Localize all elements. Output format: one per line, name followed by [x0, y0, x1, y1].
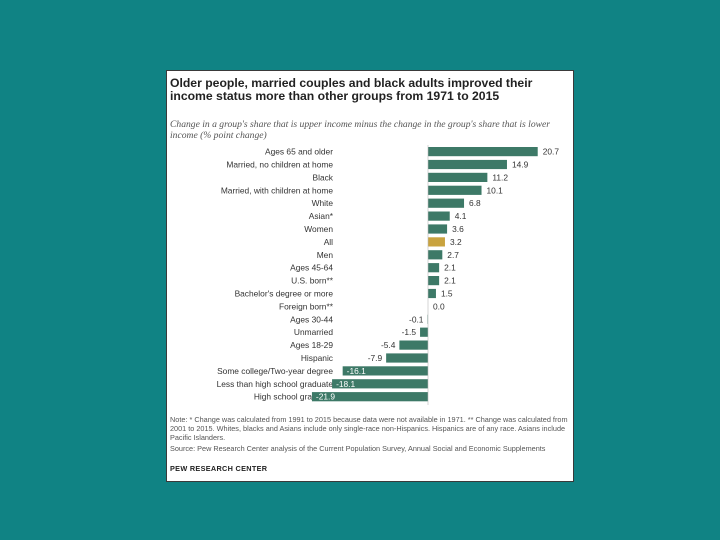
bar — [332, 379, 428, 389]
category-label: All — [324, 237, 333, 247]
bar-chart: Ages 65 and older 20.7 Married, no childre… — [217, 145, 560, 405]
category-label: Ages 65 and older — [265, 147, 333, 157]
value-label: -18.1 — [336, 379, 355, 389]
value-label: 6.8 — [469, 198, 481, 208]
value-label: 4.1 — [455, 211, 467, 221]
value-label: -16.1 — [347, 366, 366, 376]
bar — [428, 172, 488, 182]
category-label: Ages 30-44 — [290, 314, 333, 324]
value-label: 2.7 — [447, 250, 459, 260]
bar — [428, 211, 450, 221]
category-label: Married, with children at home — [221, 185, 334, 195]
value-label: 2.1 — [444, 263, 456, 273]
value-label: 3.2 — [450, 237, 462, 247]
bar — [428, 237, 445, 247]
bar — [342, 366, 428, 376]
value-label: 2.1 — [444, 276, 456, 286]
value-label: 20.7 — [543, 147, 560, 157]
category-label: White — [312, 198, 334, 208]
value-label: -21.9 — [316, 392, 335, 402]
category-label: Unmarried — [294, 327, 333, 337]
value-label: -7.9 — [368, 353, 383, 363]
value-label: 3.6 — [452, 224, 464, 234]
category-label: Ages 45-64 — [290, 263, 333, 273]
bar — [428, 276, 440, 286]
category-label: Hispanic — [301, 353, 333, 363]
value-label: -1.5 — [402, 327, 417, 337]
bar — [428, 263, 440, 273]
bar — [428, 288, 436, 299]
value-label: 14.9 — [512, 160, 529, 170]
category-label: Less than high school graduate — [217, 379, 334, 389]
chart-title: Older people, married couples and black … — [170, 76, 533, 103]
value-label: -0.1 — [409, 314, 424, 324]
bar — [428, 224, 448, 234]
category-label: U.S. born** — [291, 276, 334, 286]
bar — [428, 159, 507, 170]
value-label: -5.4 — [381, 340, 396, 350]
brand-logo-text: PEW RESEARCH CENTER — [170, 464, 268, 473]
bar — [428, 147, 538, 157]
chart-source: Source: Pew Research Center analysis of … — [170, 444, 546, 453]
value-label: 1.5 — [441, 289, 453, 299]
bar — [420, 327, 428, 337]
category-label: Black — [313, 172, 334, 182]
chart-note: Note: * Change was calculated from 1991 … — [170, 415, 568, 442]
value-label: 11.2 — [492, 172, 508, 182]
category-label: High school graduate — [254, 392, 333, 402]
chart-subtitle: Change in a group's share that is upper … — [170, 119, 551, 141]
value-label: 0.0 — [433, 301, 445, 311]
bar — [428, 250, 443, 260]
category-label: Some college/Two-year degree — [217, 366, 333, 376]
chart-card: Older people, married couples and black … — [166, 70, 574, 482]
bar — [311, 392, 428, 402]
category-label: Foreign born** — [279, 301, 334, 311]
category-label: Married, no children at home — [226, 160, 333, 170]
category-label: Asian* — [309, 211, 334, 221]
bar — [399, 340, 428, 350]
bar — [386, 353, 428, 363]
category-label: Men — [317, 250, 334, 260]
bar — [428, 185, 482, 195]
category-label: Women — [304, 224, 333, 234]
category-label: Ages 18-29 — [290, 340, 333, 350]
value-label: 10.1 — [487, 185, 504, 195]
bar — [428, 198, 465, 208]
category-label: Bachelor's degree or more — [235, 289, 334, 299]
